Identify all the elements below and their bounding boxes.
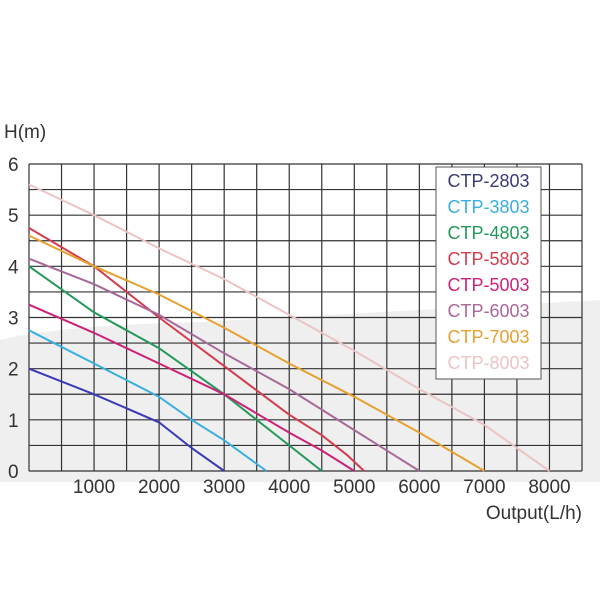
y-tick-label: 1 [8,411,19,432]
legend-entry: CTP-3803 [447,197,529,217]
y-axis-label: H(m) [4,122,46,143]
series-line-ctp-5003 [28,303,355,472]
y-tick-label: 3 [8,309,19,330]
series-line-ctp-2803 [28,367,225,472]
series-line-ctp-5803 [28,227,365,472]
y-tick-label: 2 [8,360,19,381]
legend-entry: CTP-6003 [447,301,529,321]
legend-entry: CTP-8003 [447,353,529,373]
series-line-ctp-4803 [28,265,323,472]
legend-entry: CTP-5803 [447,249,529,269]
legend-entry: CTP-4803 [447,223,529,243]
x-tick-label: 1000 [73,477,115,498]
x-tick-label: 2000 [138,477,180,498]
legend-entry: CTP-5003 [447,275,529,295]
y-tick-label: 6 [8,155,19,176]
x-tick-label: 3000 [203,477,245,498]
series-lines [28,183,551,472]
tick-labels: 1000 2000 3000 4000 5000 6000 7000 8000 0 1 2 3 4 5 6 [8,155,571,498]
x-tick-label: 5000 [333,477,375,498]
x-tick-label: 6000 [398,477,440,498]
x-axis-label: Output(L/h) [486,503,582,524]
series-line-ctp-6003 [28,257,420,472]
y-tick-label: 4 [8,257,19,278]
series-line-ctp-8003 [28,183,551,472]
legend-entry: CTP-7003 [447,327,529,347]
legend-box [435,166,542,380]
x-tick-label: 4000 [268,477,310,498]
y-tick-label: 0 [8,462,19,483]
series-line-ctp-3803 [28,329,268,472]
x-tick-label: 7000 [463,477,505,498]
series-line-ctp-7003 [28,234,485,472]
y-tick-label: 5 [8,206,19,227]
legend-entry: CTP-2803 [447,171,529,191]
x-tick-label: 8000 [528,477,570,498]
legend: CTP-2803 CTP-3803 CTP-4803 CTP-5803 CTP-5003… [435,166,542,380]
